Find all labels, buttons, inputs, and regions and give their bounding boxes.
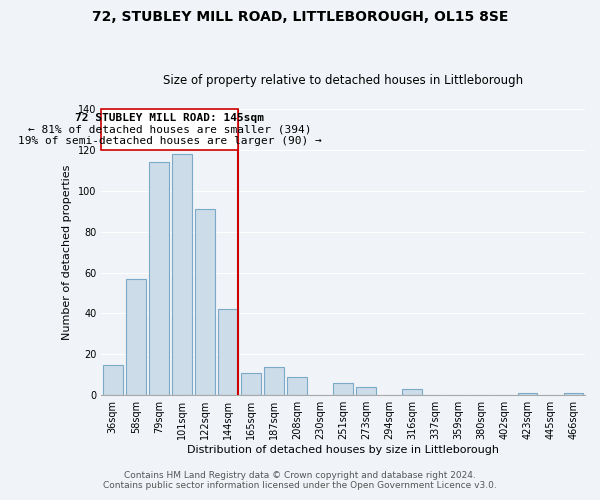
Bar xyxy=(218,310,238,395)
Text: 72, STUBLEY MILL ROAD, LITTLEBOROUGH, OL15 8SE: 72, STUBLEY MILL ROAD, LITTLEBOROUGH, OL… xyxy=(92,10,508,24)
Bar xyxy=(126,278,146,395)
Bar xyxy=(403,389,422,395)
Bar xyxy=(563,393,583,395)
X-axis label: Distribution of detached houses by size in Littleborough: Distribution of detached houses by size … xyxy=(187,445,499,455)
Bar xyxy=(334,383,353,395)
Bar xyxy=(149,162,169,395)
Bar xyxy=(195,209,215,395)
Bar xyxy=(172,154,191,395)
Bar xyxy=(264,366,284,395)
Text: 19% of semi-detached houses are larger (90) →: 19% of semi-detached houses are larger (… xyxy=(17,136,322,146)
Title: Size of property relative to detached houses in Littleborough: Size of property relative to detached ho… xyxy=(163,74,523,87)
FancyBboxPatch shape xyxy=(101,109,238,150)
Bar xyxy=(241,372,261,395)
Bar xyxy=(103,364,122,395)
Text: Contains HM Land Registry data © Crown copyright and database right 2024.
Contai: Contains HM Land Registry data © Crown c… xyxy=(103,470,497,490)
Text: ← 81% of detached houses are smaller (394): ← 81% of detached houses are smaller (39… xyxy=(28,125,311,135)
Bar xyxy=(287,377,307,395)
Bar xyxy=(518,393,537,395)
Y-axis label: Number of detached properties: Number of detached properties xyxy=(62,164,73,340)
Text: 72 STUBLEY MILL ROAD: 145sqm: 72 STUBLEY MILL ROAD: 145sqm xyxy=(75,113,264,123)
Bar xyxy=(356,387,376,395)
